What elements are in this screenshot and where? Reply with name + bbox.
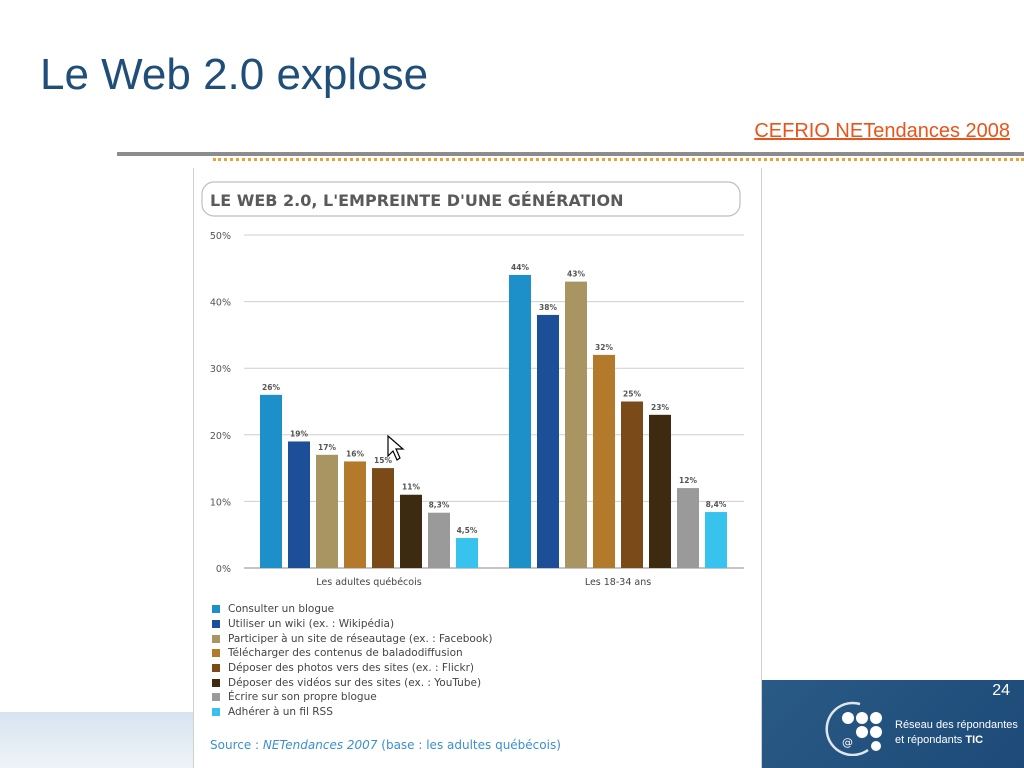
- chart-title: LE WEB 2.0, L'EMPREINTE D'UNE GÉNÉRATION: [210, 191, 623, 210]
- legend-item: Utiliser un wiki (ex. : Wikipédia): [212, 617, 492, 632]
- logo-at-sign: @: [842, 736, 853, 749]
- bar-value-label: 23%: [651, 403, 669, 412]
- bar-value-label: 17%: [318, 443, 336, 452]
- source-link[interactable]: CEFRIO NETendances 2008: [754, 120, 1010, 142]
- bar: [593, 354, 615, 568]
- bar: [537, 314, 559, 568]
- bar: [565, 281, 587, 568]
- y-tick-label: 40%: [210, 298, 231, 309]
- bar-value-label: 19%: [290, 429, 308, 438]
- legend-item: Participer à un site de réseautage (ex. …: [212, 631, 492, 646]
- bar: [456, 538, 478, 568]
- footer-corner-panel: [760, 680, 1024, 768]
- legend-label: Déposer des photos vers des sites (ex. :…: [228, 662, 475, 675]
- bar-value-label: 12%: [679, 476, 697, 485]
- bar-value-label: 26%: [262, 383, 280, 392]
- bar-value-label: 44%: [511, 263, 529, 272]
- x-category-label: Les 18-34 ans: [585, 577, 651, 588]
- y-tick-label: 20%: [210, 431, 231, 442]
- chart-legend: Consulter un blogue Utiliser un wiki (ex.…: [212, 602, 492, 720]
- x-category-label: Les adultes québécois: [316, 577, 421, 588]
- legend-item: Déposer des vidéos sur des sites (ex. : …: [212, 675, 492, 690]
- legend-item: Consulter un blogue: [212, 602, 492, 617]
- bar: [621, 401, 643, 568]
- title-divider: [117, 152, 1024, 156]
- bar-value-label: 32%: [595, 343, 613, 352]
- y-tick-label: 30%: [210, 364, 231, 375]
- logo-line-1: Réseau des répondantes: [895, 719, 1018, 731]
- bar-value-label: 8,3%: [429, 501, 450, 510]
- legend-swatch: [212, 649, 220, 658]
- legend-swatch: [212, 664, 220, 673]
- legend-label: Déposer des vidéos sur des sites (ex. : …: [228, 676, 482, 689]
- bar: [260, 394, 282, 568]
- y-tick-label: 50%: [210, 231, 231, 242]
- page-number: 24: [992, 682, 1010, 699]
- page-title: Le Web 2.0 explose: [40, 50, 429, 99]
- bar-value-label: 15%: [374, 456, 392, 465]
- logo-line-2: et répondants TIC: [895, 734, 984, 746]
- mouse-cursor-icon: [387, 434, 405, 461]
- legend-swatch: [212, 708, 220, 717]
- legend-label: Adhérer à un fil RSS: [228, 706, 333, 719]
- legend-item: Écrire sur son propre blogue: [212, 690, 492, 705]
- bar-chart: LE WEB 2.0, L'EMPREINTE D'UNE GÉNÉRATION…: [201, 181, 744, 588]
- legend-swatch: [212, 620, 220, 629]
- bar: [400, 494, 422, 568]
- legend-swatch: [212, 678, 220, 687]
- bar: [316, 454, 338, 568]
- legend-label: Participer à un site de réseautage (ex. …: [228, 632, 493, 645]
- legend-item: Adhérer à un fil RSS: [212, 705, 492, 720]
- bar-value-label: 43%: [567, 270, 585, 279]
- legend-swatch: [212, 693, 220, 702]
- legend-label: Utiliser un wiki (ex. : Wikipédia): [228, 618, 395, 631]
- bar: [372, 468, 394, 568]
- bar: [288, 441, 310, 568]
- logo-text: Réseau des répondantes et répondants TIC: [895, 718, 1018, 748]
- bar: [649, 414, 671, 568]
- legend-label: Écrire sur son propre blogue: [228, 691, 377, 704]
- bar: [428, 512, 450, 568]
- logo-icon: @: [825, 701, 882, 756]
- bar-value-label: 11%: [402, 483, 420, 492]
- chart-title-box: [201, 181, 741, 217]
- bar-value-label: 8,4%: [706, 500, 727, 509]
- bar: [344, 461, 366, 568]
- bar-value-label: 16%: [346, 449, 364, 458]
- legend-label: Consulter un blogue: [228, 603, 335, 616]
- legend-label: Télécharger des contenus de baladodiffus…: [228, 647, 463, 660]
- legend-item: Déposer des photos vers des sites (ex. :…: [212, 661, 492, 676]
- chart-source-note: Source : NETendances 2007 (base : les ad…: [210, 738, 561, 752]
- legend-item: Télécharger des contenus de baladodiffus…: [212, 646, 492, 661]
- chart-figure: LE WEB 2.0, L'EMPREINTE D'UNE GÉNÉRATION…: [193, 168, 762, 768]
- y-tick-label: 0%: [216, 564, 231, 575]
- bar-value-label: 38%: [539, 303, 557, 312]
- bar: [677, 488, 699, 568]
- bar-value-label: 4,5%: [457, 526, 478, 535]
- bar-value-label: 25%: [623, 390, 641, 399]
- y-tick-label: 10%: [210, 497, 231, 508]
- legend-swatch: [212, 605, 220, 614]
- dotted-divider: [213, 158, 1024, 161]
- bar: [705, 512, 727, 568]
- legend-swatch: [212, 634, 220, 643]
- bar: [509, 274, 531, 568]
